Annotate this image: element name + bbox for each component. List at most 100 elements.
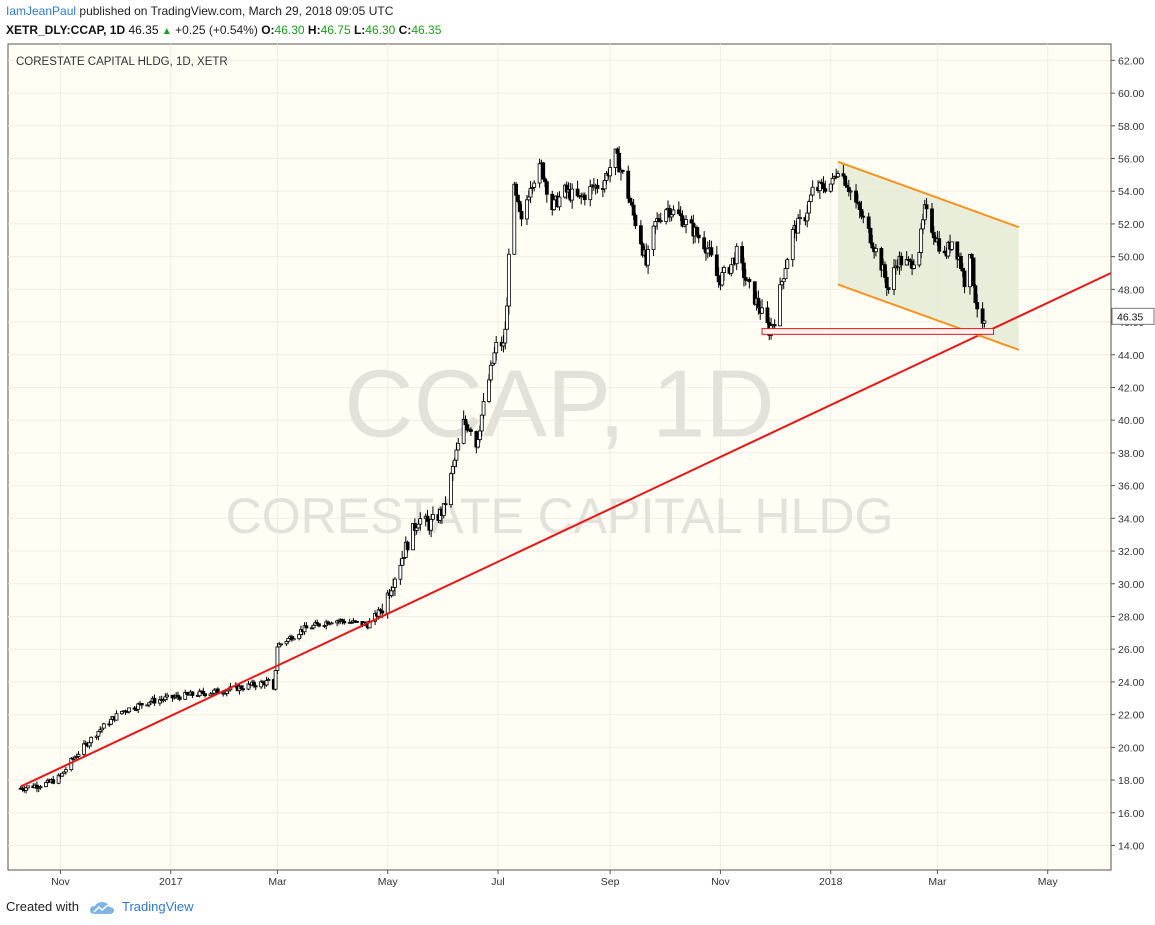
candle-body <box>689 219 694 224</box>
candle-body <box>190 691 195 696</box>
candle-body <box>537 163 542 184</box>
candle-body <box>526 196 531 201</box>
candle-body <box>617 152 622 173</box>
candle-body <box>264 680 269 686</box>
y-tick-label: 16.00 <box>1118 808 1144 820</box>
plot-background <box>7 43 1112 871</box>
candle-body <box>729 264 734 274</box>
y-tick-label: 50.00 <box>1118 252 1144 264</box>
channel-lower-line[interactable] <box>837 283 1020 351</box>
y-tick-label: 42.00 <box>1118 382 1144 394</box>
candle-body <box>291 638 296 641</box>
candle-body <box>870 242 875 249</box>
candle-body <box>544 181 549 195</box>
candle-body <box>557 196 562 208</box>
candle-body <box>740 246 745 264</box>
candle-body <box>516 194 520 202</box>
watermark-name: CORESTATE CAPITAL HLDG <box>226 488 894 544</box>
candle-body <box>389 590 394 596</box>
author-link[interactable]: IamJeanPaul <box>6 4 77 18</box>
candle-body <box>163 696 168 701</box>
candle-body <box>76 753 81 757</box>
candle-body <box>431 514 435 520</box>
chart-title: CORESTATE CAPITAL HLDG, 1D, XETR <box>16 56 228 68</box>
candle-body <box>503 328 508 344</box>
candle-body <box>481 401 486 416</box>
candle-body <box>355 620 359 623</box>
y-tick-label: 38.00 <box>1118 448 1144 460</box>
candle-body <box>87 742 92 747</box>
candle-body <box>919 228 924 253</box>
candle-body <box>931 231 936 239</box>
candle-body <box>575 188 580 197</box>
candle-body <box>380 610 385 614</box>
tradingview-link[interactable]: TradingView <box>122 899 194 914</box>
candle-body <box>449 473 453 506</box>
candle-body <box>798 217 802 220</box>
candle-body <box>286 638 291 642</box>
candle-body <box>478 430 482 440</box>
x-tick-label: 2018 <box>819 876 843 888</box>
candle-body <box>425 515 430 522</box>
candle-body <box>658 220 663 223</box>
y-tick-label: 24.00 <box>1118 677 1144 689</box>
candle-body <box>626 170 631 199</box>
candle-body <box>651 225 656 251</box>
channel-upper-line[interactable] <box>837 160 1020 229</box>
candle-body <box>385 592 390 614</box>
candle-body <box>975 302 980 310</box>
y-tick-label: 44.00 <box>1118 350 1144 362</box>
candle-body <box>109 718 113 725</box>
candle-body <box>44 782 48 788</box>
high-value: 46.75 <box>320 23 351 37</box>
x-tick-label: Mar <box>928 876 947 888</box>
candle-body <box>595 184 600 189</box>
candle-body <box>317 623 321 627</box>
y-tick-label: 18.00 <box>1118 775 1144 787</box>
symbol-info-bar: XETR_DLY:CCAP, 1D 46.35 ▲ +0.25 (+0.54%)… <box>6 23 441 37</box>
candle-body <box>400 557 405 566</box>
candle-body <box>866 216 871 229</box>
candle-body <box>543 178 547 183</box>
symbol-label: XETR_DLY:CCAP, 1D <box>6 23 126 37</box>
candle-body <box>638 225 643 245</box>
y-tick-label: 56.00 <box>1118 153 1144 165</box>
candle-body <box>646 249 651 266</box>
created-with-text: Created with <box>6 899 79 914</box>
y-tick-label: 28.00 <box>1118 611 1144 623</box>
x-tick-label: Sep <box>601 876 620 888</box>
candle-body <box>971 257 976 287</box>
candle-body <box>848 190 853 193</box>
candle-body <box>60 772 65 777</box>
candle-body <box>25 785 30 789</box>
candle-body <box>830 177 835 185</box>
x-axis[interactable]: Nov 2017 Mar May Jul Sep Nov 2018 Mar May <box>8 869 1111 888</box>
candle-body <box>628 197 632 203</box>
candle-body <box>152 697 157 704</box>
y-tick-label: 32.00 <box>1118 546 1144 558</box>
y-tick-label: 40.00 <box>1118 415 1144 427</box>
candle-body <box>760 307 764 314</box>
candle-body <box>615 148 620 154</box>
candle-body <box>488 364 493 381</box>
y-axis[interactable]: 14.00 16.00 18.00 20.00 22.00 24.00 26.00 28.00… <box>1110 44 1144 870</box>
candle-body <box>165 694 170 698</box>
support-trendline[interactable] <box>20 272 1112 788</box>
candle-body <box>868 227 873 244</box>
candle-body <box>781 278 786 283</box>
support-zone-box[interactable] <box>761 328 994 335</box>
candle-body <box>241 688 245 691</box>
candle-body <box>861 215 866 218</box>
candle-body <box>917 252 922 266</box>
x-tick-label: May <box>378 876 399 888</box>
candle-body <box>38 786 43 789</box>
y-tick-label: 54.00 <box>1118 186 1144 198</box>
x-tick-label: May <box>1038 876 1059 888</box>
y-tick-label: 14.00 <box>1118 840 1144 852</box>
candle-body <box>886 287 891 290</box>
candle-body <box>828 183 833 192</box>
candle-body <box>528 187 533 198</box>
candle-body <box>722 267 726 274</box>
candle-body <box>418 518 423 525</box>
